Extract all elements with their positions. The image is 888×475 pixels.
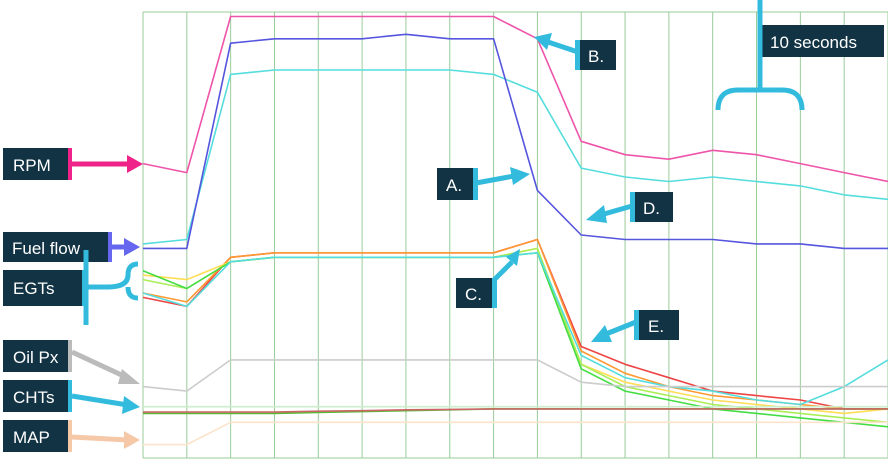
callout-b: B. — [534, 33, 616, 70]
callout-arrowhead — [591, 325, 612, 342]
series-line-4 — [142, 238, 888, 410]
label-text: MAP — [13, 428, 50, 447]
label-box — [3, 232, 111, 262]
callout-box — [639, 310, 679, 340]
label-box — [3, 340, 71, 372]
label-oil-px: Oil Px — [3, 340, 140, 384]
label-box — [3, 380, 71, 412]
series-line-1 — [142, 69, 888, 245]
callout-arrowhead — [510, 167, 530, 185]
label-map: MAP — [3, 420, 140, 452]
oil-arrow — [70, 349, 130, 381]
label-box — [3, 420, 71, 452]
label-chts: CHTs — [3, 380, 140, 414]
label-text: Fuel flow — [12, 239, 81, 258]
oil-arrowhead — [118, 369, 140, 384]
label-tab — [68, 420, 72, 452]
callout-tab — [473, 168, 478, 200]
label-egts: EGTs — [3, 250, 139, 325]
series-line-9 — [142, 359, 888, 392]
series-line-0 — [142, 15, 888, 183]
callout-line — [603, 203, 633, 217]
callout-line — [492, 260, 514, 282]
fuel-arrowhead — [124, 238, 140, 256]
callout-text: 10 seconds — [770, 33, 857, 52]
label-tab — [108, 232, 112, 262]
map-arrow — [71, 434, 129, 443]
label-box — [3, 270, 85, 306]
callout-text: B. — [588, 47, 604, 66]
callout-e: E. — [591, 310, 679, 342]
callout-text: D. — [643, 199, 660, 218]
callout-line — [547, 39, 579, 55]
callout-box — [456, 278, 492, 308]
callout-a: A. — [437, 167, 530, 200]
chart-grid — [142, 11, 888, 459]
map-arrowhead — [124, 431, 140, 449]
callout-line — [475, 173, 515, 186]
label-text: Oil Px — [13, 348, 59, 367]
series-line-6 — [142, 247, 888, 424]
callout-tab — [630, 192, 635, 222]
label-tab — [68, 340, 72, 372]
callout-box — [437, 168, 473, 200]
callout-text: E. — [648, 317, 664, 336]
callout-tab — [634, 310, 639, 340]
callout-line — [605, 319, 637, 337]
series-line-5 — [142, 247, 888, 415]
series-line-11 — [143, 408, 888, 413]
series-line-2 — [143, 33, 888, 250]
callout-box — [635, 192, 673, 222]
label-fuel-flow: Fuel flow — [3, 232, 140, 262]
egts-brace — [86, 261, 139, 301]
callout-arrowhead — [506, 249, 520, 266]
label-box — [3, 148, 71, 180]
label-text: CHTs — [13, 388, 55, 407]
chart-series — [142, 15, 888, 446]
series-line-8 — [142, 252, 888, 406]
chts-arrow — [71, 393, 129, 408]
label-text: EGTs — [13, 279, 55, 298]
series-line-3 — [142, 238, 888, 410]
callout-text: A. — [446, 176, 462, 195]
callout-box — [580, 40, 616, 70]
label-tab — [68, 380, 72, 412]
callout-tab — [492, 278, 497, 308]
chts-arrowhead — [122, 396, 140, 414]
callout-text: C. — [465, 285, 482, 304]
callout-d: D. — [586, 192, 673, 223]
series-line-7 — [142, 252, 888, 428]
callout-box — [762, 25, 884, 57]
duration-brace — [715, 87, 805, 111]
label-text: RPM — [13, 156, 51, 175]
callout-10-seconds: 10 seconds — [715, 0, 884, 111]
series-line-13 — [143, 421, 888, 446]
rpm-arrowhead — [127, 155, 143, 173]
label-rpm: RPM — [3, 148, 143, 180]
callout-tab — [575, 40, 580, 70]
callout-arrowhead — [586, 205, 607, 223]
label-tab — [68, 148, 72, 180]
callout-c: C. — [456, 249, 520, 308]
callout-arrowhead — [534, 33, 552, 50]
